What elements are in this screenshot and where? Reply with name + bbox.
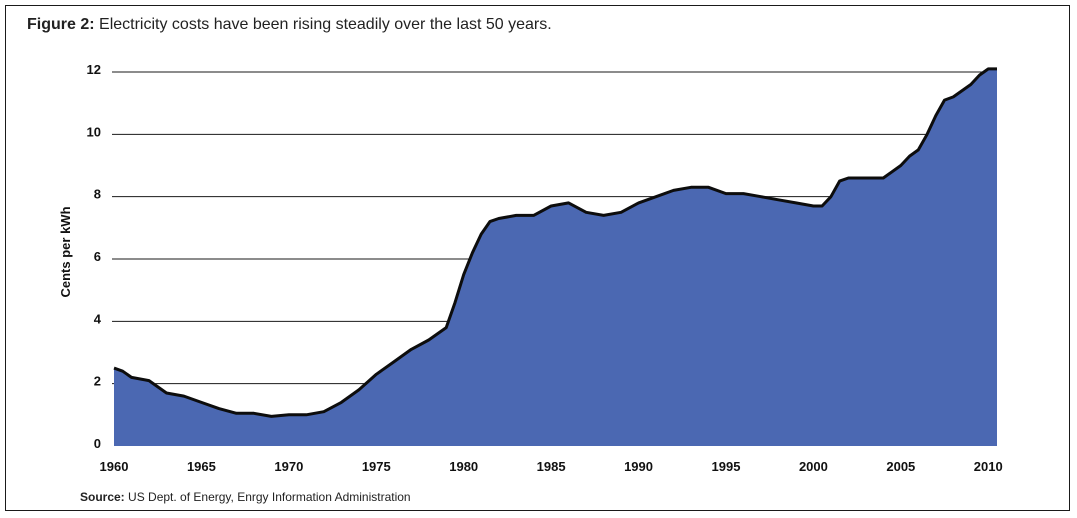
x-tick-label: 2000	[799, 459, 828, 474]
x-tick-label: 1960	[100, 459, 129, 474]
source-note: Source: US Dept. of Energy, Enrgy Inform…	[80, 490, 411, 504]
caption-text: Electricity costs have been rising stead…	[99, 16, 552, 33]
x-tick-label: 1975	[362, 459, 391, 474]
x-tick-label: 1980	[449, 459, 478, 474]
figure-caption: Figure 2: Electricity costs have been ri…	[27, 16, 552, 34]
y-tick-labels: 0 2 4 6 8 10 12	[87, 62, 102, 451]
x-tick-label: 2005	[886, 459, 915, 474]
area-series-line	[113, 67, 997, 418]
x-tick-label: 2010	[974, 459, 1003, 474]
x-tick-label: 1990	[624, 459, 653, 474]
y-tick-label: 0	[94, 436, 101, 451]
y-tick-label: 8	[94, 187, 101, 202]
y-tick-label: 10	[87, 124, 101, 139]
y-tick-label: 4	[94, 311, 102, 326]
source-text: US Dept. of Energy, Enrgy Information Ad…	[128, 490, 411, 504]
x-tick-label: 1970	[274, 459, 303, 474]
caption-label: Figure 2:	[27, 16, 95, 33]
y-tick-label: 2	[94, 374, 101, 389]
x-tick-label: 1965	[187, 459, 216, 474]
y-axis-label: Cents per kWh	[58, 206, 73, 297]
source-label: Source:	[80, 490, 125, 504]
x-tick-label: 1995	[712, 459, 741, 474]
x-tick-labels: 1960 1965 1970 1975 1980 1985 1990 1995 2000 2005…	[100, 459, 1003, 474]
y-tick-label: 6	[94, 249, 101, 264]
area-series-fill	[114, 68, 997, 447]
x-tick-label: 1985	[537, 459, 566, 474]
y-tick-label: 12	[87, 62, 101, 77]
